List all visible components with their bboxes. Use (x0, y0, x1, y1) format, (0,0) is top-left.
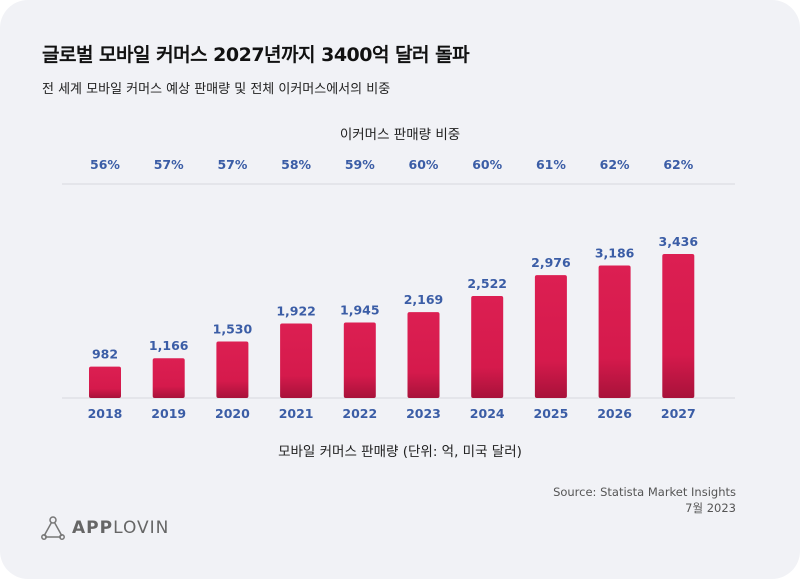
value-label: 982 (92, 347, 118, 362)
bar-2018 (89, 366, 121, 398)
share-value: 60% (472, 157, 502, 172)
share-value: 57% (217, 157, 247, 172)
bar-2025 (534, 275, 567, 398)
bar-2019 (152, 358, 185, 398)
bar-2020 (216, 341, 249, 398)
chart-subtitle: 전 세계 모바일 커머스 예상 판매량 및 전체 이커머스에서의 비중 (42, 82, 391, 97)
bar-2026 (598, 265, 631, 398)
applovin-logo-icon (41, 516, 65, 540)
x-tick-label: 2023 (406, 406, 441, 421)
share-value: 62% (600, 157, 630, 172)
value-label: 2,522 (467, 276, 507, 291)
bar-chart: 982 2018 56% 1,166 2019 57% 1,530 2020 57% 1,922 2… (62, 157, 735, 421)
x-tick-label: 2025 (534, 406, 569, 421)
logo-bold: APP (72, 518, 114, 538)
x-tick-label: 2026 (597, 406, 632, 421)
x-tick-label: 2018 (88, 406, 123, 421)
bar-2023 (407, 312, 440, 398)
x-tick-label: 2020 (215, 406, 250, 421)
value-label: 1,530 (213, 322, 253, 337)
x-tick-label: 2022 (342, 406, 377, 421)
value-label: 3,436 (659, 234, 699, 249)
share-value: 62% (663, 157, 693, 172)
bar-2024 (471, 295, 504, 398)
x-tick-label: 2021 (279, 406, 314, 421)
x-axis-label: 모바일 커머스 판매량 (단위: 억, 미국 달러) (278, 444, 522, 460)
value-label: 2,976 (531, 255, 571, 270)
share-value: 59% (345, 157, 375, 172)
date-text: 7월 2023 (685, 501, 736, 515)
x-tick-label: 2019 (151, 406, 186, 421)
share-value: 60% (409, 157, 439, 172)
source-text: Source: Statista Market Insights (553, 485, 736, 499)
logo-light: LOVIN (113, 518, 170, 538)
share-value: 61% (536, 157, 566, 172)
bar-2021 (280, 323, 313, 398)
bar-2022 (343, 322, 376, 398)
share-value: 56% (90, 157, 120, 172)
value-label: 1,922 (276, 304, 316, 319)
value-label: 1,166 (149, 338, 189, 353)
chart-title: 글로벌 모바일 커머스 2027년까지 3400억 달러 돌파 (42, 44, 470, 66)
applovin-logo: APPLOVIN (40, 515, 169, 541)
share-value: 58% (281, 157, 311, 172)
share-label: 이커머스 판매량 비중 (339, 127, 461, 143)
value-label: 1,945 (340, 302, 380, 317)
value-label: 3,186 (595, 245, 635, 260)
source-note: Source: Statista Market Insights 7월 2023 (553, 484, 736, 516)
x-tick-label: 2024 (470, 406, 505, 421)
bar-2027 (662, 254, 695, 398)
share-value: 57% (154, 157, 184, 172)
x-tick-label: 2027 (661, 406, 696, 421)
value-label: 2,169 (404, 292, 444, 307)
